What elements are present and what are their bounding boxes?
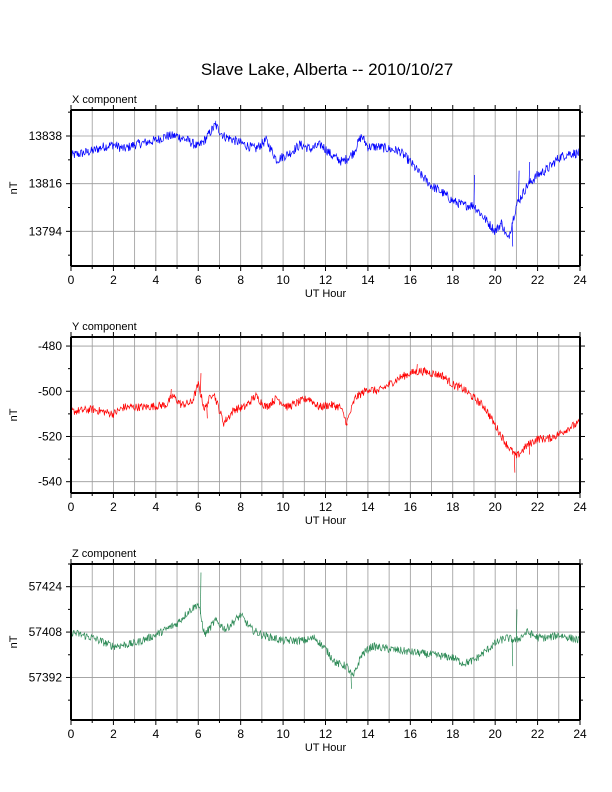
data-trace bbox=[70, 122, 581, 239]
x-tick-label: 4 bbox=[152, 500, 159, 514]
x-tick-label: 22 bbox=[531, 727, 545, 741]
x-tick-label: 14 bbox=[361, 500, 375, 514]
data-spike bbox=[513, 454, 516, 473]
panel-title: Y component bbox=[72, 321, 137, 333]
x-tick-label: 14 bbox=[361, 273, 375, 287]
figure-title: Slave Lake, Alberta -- 2010/10/27 bbox=[201, 60, 453, 79]
y-tick-label: 13794 bbox=[29, 224, 63, 238]
y-tick-label: 57392 bbox=[29, 670, 63, 684]
x-tick-label: 16 bbox=[404, 273, 418, 287]
data-spike bbox=[346, 422, 348, 426]
x-tick-label: 24 bbox=[573, 273, 587, 287]
x-tick-label: 6 bbox=[195, 273, 202, 287]
x-tick-label: 0 bbox=[68, 273, 75, 287]
data-trace bbox=[70, 366, 581, 459]
y-axis-label: nT bbox=[8, 635, 20, 648]
data-spike bbox=[416, 364, 418, 372]
data-spike bbox=[206, 404, 208, 419]
x-tick-label: 8 bbox=[237, 727, 244, 741]
y-tick-label: -520 bbox=[38, 429, 62, 443]
x-tick-label: 10 bbox=[276, 727, 290, 741]
x-axis-label: UT Hour bbox=[305, 288, 347, 300]
y-tick-label: 57408 bbox=[29, 625, 63, 639]
x-tick-label: 18 bbox=[446, 727, 460, 741]
data-spike bbox=[511, 639, 514, 667]
y-tick-label: -480 bbox=[38, 339, 62, 353]
y-axis-label: nT bbox=[8, 181, 20, 194]
data-spike bbox=[501, 222, 503, 228]
x-tick-label: 14 bbox=[361, 727, 375, 741]
x-tick-label: 18 bbox=[446, 500, 460, 514]
x-tick-label: 10 bbox=[276, 500, 290, 514]
x-tick-label: 10 bbox=[276, 273, 290, 287]
x-tick-label: 8 bbox=[237, 500, 244, 514]
x-tick-label: 6 bbox=[195, 500, 202, 514]
x-tick-label: 0 bbox=[68, 500, 75, 514]
x-tick-label: 2 bbox=[110, 273, 117, 287]
panel-title: Z component bbox=[72, 548, 136, 560]
x-axis-label: UT Hour bbox=[305, 742, 347, 754]
x-tick-label: 24 bbox=[573, 500, 587, 514]
x-tick-label: 2 bbox=[110, 500, 117, 514]
x-tick-label: 22 bbox=[531, 500, 545, 514]
x-tick-label: 20 bbox=[488, 273, 502, 287]
data-spike bbox=[528, 161, 531, 184]
y-tick-label: 57424 bbox=[29, 580, 63, 594]
data-spike bbox=[516, 609, 518, 641]
data-spike bbox=[200, 572, 202, 615]
x-tick-label: 0 bbox=[68, 727, 75, 741]
data-spike bbox=[170, 388, 172, 399]
data-spike bbox=[528, 444, 531, 455]
y-tick-label: -500 bbox=[38, 384, 62, 398]
data-spike bbox=[200, 373, 202, 393]
x-tick-label: 12 bbox=[319, 727, 333, 741]
x-tick-label: 20 bbox=[488, 727, 502, 741]
x-tick-label: 8 bbox=[237, 273, 244, 287]
x-tick-label: 6 bbox=[195, 727, 202, 741]
x-tick-label: 24 bbox=[573, 727, 587, 741]
data-spike bbox=[214, 120, 217, 126]
panel-title: X component bbox=[72, 94, 137, 106]
data-spike bbox=[518, 170, 520, 202]
x-tick-label: 12 bbox=[319, 500, 333, 514]
x-axis-label: UT Hour bbox=[305, 515, 347, 527]
y-tick-label: -540 bbox=[38, 475, 62, 489]
y-axis-label: nT bbox=[8, 408, 20, 421]
x-tick-label: 16 bbox=[404, 727, 418, 741]
x-tick-label: 4 bbox=[152, 273, 159, 287]
y-tick-label: 13838 bbox=[29, 129, 63, 143]
data-trace bbox=[70, 602, 581, 677]
x-tick-label: 18 bbox=[446, 273, 460, 287]
y-tick-label: 13816 bbox=[29, 177, 63, 191]
data-spike bbox=[473, 174, 475, 206]
x-tick-label: 2 bbox=[110, 727, 117, 741]
data-spike bbox=[350, 673, 352, 689]
data-spike bbox=[511, 222, 514, 247]
x-tick-label: 16 bbox=[404, 500, 418, 514]
x-tick-label: 12 bbox=[319, 273, 333, 287]
x-tick-label: 22 bbox=[531, 273, 545, 287]
x-tick-label: 4 bbox=[152, 727, 159, 741]
x-tick-label: 20 bbox=[488, 500, 502, 514]
